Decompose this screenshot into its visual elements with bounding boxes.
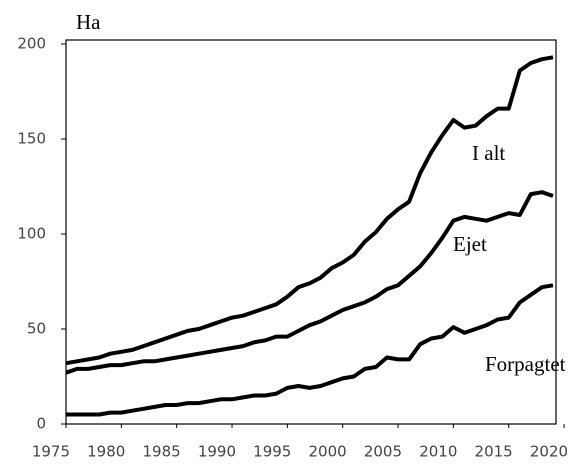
series-label: I alt bbox=[472, 141, 505, 165]
x-tick-label: 1980 bbox=[87, 443, 125, 461]
series-label: Forpagtet bbox=[485, 352, 566, 376]
y-tick-label: 100 bbox=[17, 225, 46, 243]
x-tick-label: 2005 bbox=[364, 443, 402, 461]
y-tick-label: 0 bbox=[36, 415, 46, 433]
x-tick-label: 1990 bbox=[198, 443, 236, 461]
plot-frame bbox=[65, 39, 557, 425]
x-tick-label: 1985 bbox=[142, 443, 180, 461]
series-line bbox=[66, 283, 554, 417]
x-tick-label: 2000 bbox=[309, 443, 347, 461]
x-tick-label: 1995 bbox=[253, 443, 291, 461]
y-tick-label: 50 bbox=[27, 320, 46, 338]
series-label: Ejet bbox=[453, 232, 487, 256]
y-tick-label: 200 bbox=[17, 35, 46, 53]
x-tick-label: 1975 bbox=[32, 443, 70, 461]
y-axis-label: Ha bbox=[76, 10, 101, 34]
x-tick-label: 2010 bbox=[419, 443, 457, 461]
x-tick-label: 2015 bbox=[475, 443, 513, 461]
y-tick-label: 150 bbox=[17, 130, 46, 148]
x-tick-label: 2020 bbox=[530, 443, 568, 461]
series-line bbox=[65, 55, 554, 366]
series-line bbox=[65, 190, 554, 375]
